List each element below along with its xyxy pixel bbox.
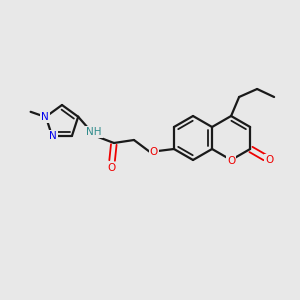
Text: NH: NH bbox=[86, 127, 102, 137]
Text: O: O bbox=[265, 155, 273, 165]
Text: N: N bbox=[41, 112, 49, 122]
Text: N: N bbox=[49, 131, 57, 141]
Text: O: O bbox=[227, 156, 235, 166]
Text: O: O bbox=[108, 163, 116, 173]
Text: O: O bbox=[150, 147, 158, 157]
